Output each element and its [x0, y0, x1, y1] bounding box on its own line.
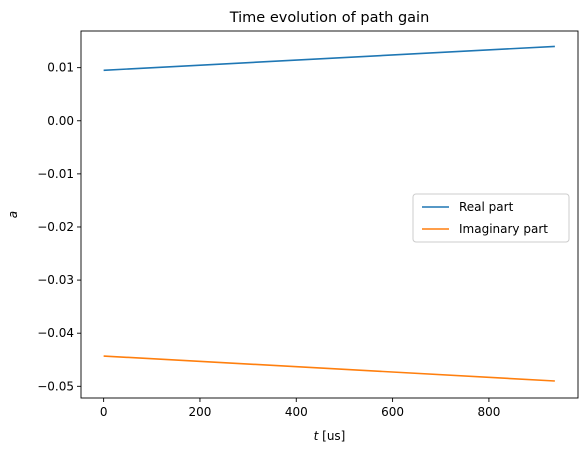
y-tick-label: −0.02 — [37, 220, 74, 234]
x-tick-label: 0 — [100, 405, 108, 419]
x-axis-label: t [us] — [314, 429, 346, 443]
x-tick-label: 600 — [381, 405, 404, 419]
series-line-2 — [103, 355, 555, 382]
x-tick-label: 200 — [188, 405, 211, 419]
x-axis-unit: [us] — [318, 429, 345, 443]
y-tick-label: −0.03 — [37, 273, 74, 287]
legend-label-1: Real part — [459, 200, 514, 214]
series-line-1 — [103, 45, 555, 72]
y-tick-label: −0.04 — [37, 326, 74, 340]
x-tick-label: 800 — [477, 405, 500, 419]
plot-area: 0 200 400 600 800 0.01 0.00 −0.01 −0.02 −0.03 −0.0… — [6, 30, 579, 443]
y-tick-label: 0.01 — [47, 61, 74, 75]
chart-title: Time evolution of path gain — [229, 10, 430, 26]
x-axis-variable: t — [314, 429, 320, 443]
legend-box — [412, 193, 570, 243]
y-tick-label: 0.00 — [47, 114, 74, 128]
legend: Real part Imaginary part — [412, 193, 570, 243]
y-axis-label: a — [6, 211, 20, 218]
y-tick-label: −0.05 — [37, 379, 74, 393]
y-tick-label: −0.01 — [37, 167, 74, 181]
legend-label-2: Imaginary part — [459, 222, 548, 236]
axes-frame — [80, 30, 579, 399]
x-tick-label: 400 — [285, 405, 308, 419]
